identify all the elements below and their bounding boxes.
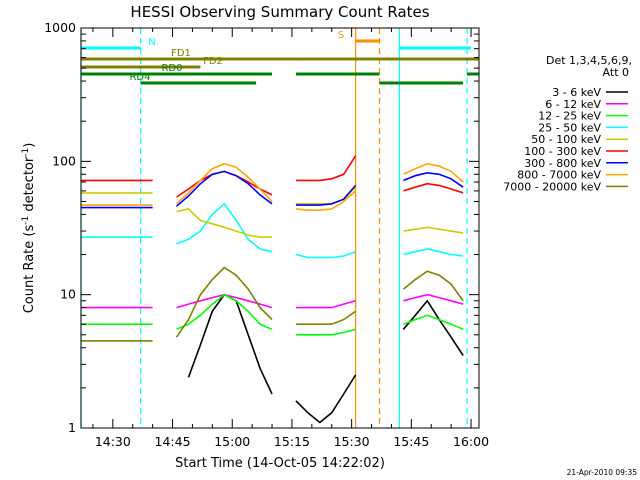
- legend-label-7: 800 - 7000 keV: [517, 169, 601, 182]
- legend-label-2: 12 - 25 keV: [538, 110, 601, 123]
- series-line-4: [81, 186, 464, 238]
- y-tick-label-1: 10: [60, 287, 76, 302]
- x-tick-label-4: 15:30: [334, 434, 370, 449]
- y-axis-label-middle: detector: [22, 156, 37, 216]
- y-axis-label-suffix: ): [22, 143, 37, 148]
- flag-label-fd2: FD2: [203, 56, 223, 67]
- y-tick-label-2: 100: [52, 153, 76, 168]
- legend-label-8: 7000 - 20000 keV: [503, 180, 601, 193]
- y-axis: 1 10 100 1000: [44, 20, 479, 435]
- x-tick-label-5: 15:45: [393, 434, 429, 449]
- flag-label-rd0: RD0: [161, 63, 182, 74]
- series-line-1: [81, 293, 464, 309]
- series-line-2: [81, 293, 464, 336]
- series-lines: [81, 155, 464, 424]
- x-tick-label-2: 15:00: [214, 434, 250, 449]
- flag-vertical-lines: [80, 28, 468, 428]
- series-line-8: [81, 266, 464, 342]
- plot-frame: [80, 27, 480, 429]
- legend-label-4: 50 - 100 keV: [531, 133, 601, 146]
- series-line-3: [81, 202, 464, 259]
- legend-label-1: 6 - 12 keV: [545, 98, 601, 111]
- x-tick-label-1: 14:45: [155, 434, 191, 449]
- series-line-6: [81, 170, 464, 209]
- y-axis-label-sup-2: -1: [21, 148, 31, 157]
- y-axis-label: Count Rate (s-1 detector-1): [21, 143, 37, 314]
- chart-title: HESSI Observing Summary Count Rates: [130, 3, 429, 21]
- series-line-7: [81, 162, 464, 211]
- legend-header-2: Att 0: [603, 66, 629, 79]
- y-axis-label-sup: -1: [21, 216, 31, 225]
- x-tick-label-3: 15:15: [274, 434, 310, 449]
- x-tick-label-0: 14:30: [95, 434, 131, 449]
- legend-header-1: Det 1,3,4,5,6,9,: [546, 54, 632, 67]
- footer-date: 21-Apr-2010 09:35: [567, 468, 638, 477]
- legend-label-5: 100 - 300 keV: [524, 145, 601, 158]
- flag-label-rd4: RD4: [129, 72, 150, 83]
- series-line-0: [187, 293, 464, 424]
- flag-label-fd1: FD1: [171, 48, 191, 59]
- legend-label-0: 3 - 6 keV: [552, 86, 601, 99]
- flag-label-n: N: [148, 37, 155, 48]
- flag-label-s: S: [338, 30, 344, 41]
- y-axis-label-prefix: Count Rate (s: [22, 225, 37, 314]
- flag-bars: N S FD1 FD2 RD0 RD4: [81, 30, 479, 85]
- x-tick-label-6: 16:00: [453, 434, 489, 449]
- legend-label-6: 300 - 800 keV: [524, 157, 601, 170]
- y-tick-label-0: 1: [68, 420, 76, 435]
- x-axis-label: Start Time (14-Oct-05 14:22:02): [175, 456, 385, 471]
- x-axis: 14:30 14:45 15:00 15:15 15:30 15:45 16:00: [92, 28, 489, 449]
- series-line-5: [81, 155, 464, 198]
- legend-label-3: 25 - 50 keV: [538, 121, 601, 134]
- y-tick-label-3: 1000: [44, 20, 76, 35]
